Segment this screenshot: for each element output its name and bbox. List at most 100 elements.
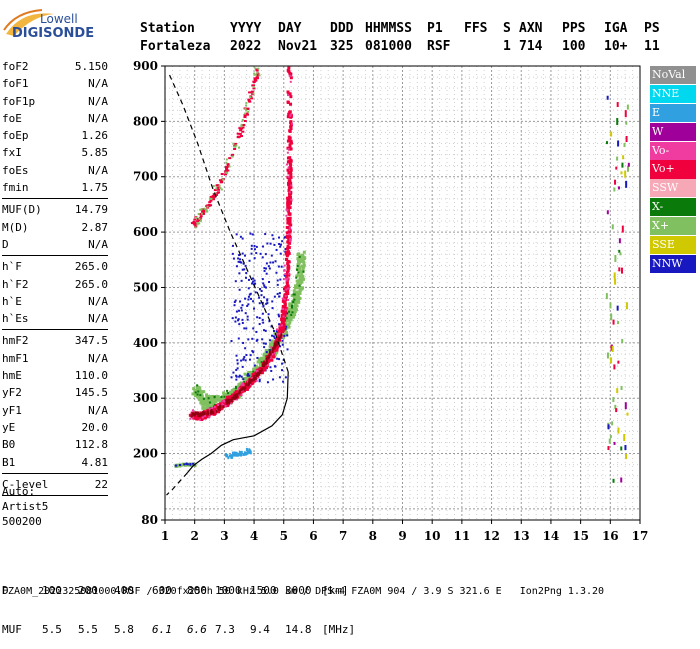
parameter-name: h`Es [2, 312, 29, 326]
header-value: RSF [427, 39, 451, 54]
echo-x-minus [293, 298, 296, 301]
echo-x-plus [230, 389, 234, 393]
echo-e-region-blue [179, 463, 182, 466]
parameter-separator [2, 329, 108, 331]
echo-vo-plus [284, 285, 288, 289]
echo-oblique [618, 249, 621, 253]
echo-second-hop-x [194, 216, 197, 219]
echo-second-hop [220, 173, 224, 176]
echo-second-hop-x [199, 219, 202, 222]
echo-oblique [621, 338, 624, 343]
echo-vo-minus [286, 151, 289, 154]
parameter-name: h`E [2, 294, 22, 308]
echo-nnw [267, 265, 270, 268]
parameter-value: 20.0 [81, 420, 109, 434]
echo-vo-plus [288, 178, 292, 182]
echo-vo-plus [270, 358, 274, 362]
echo-x-plus [296, 273, 300, 277]
echo-e-region-2 [249, 451, 252, 455]
echo-x-minus [269, 348, 272, 351]
echo-x-plus [298, 277, 302, 281]
echo-nnw [283, 274, 286, 277]
echo-vo-minus [286, 163, 289, 166]
echo-nnw [251, 233, 254, 236]
echo-vo-core [232, 396, 235, 400]
echo-vo-plus [206, 415, 210, 419]
echo-x-plus [289, 311, 293, 315]
echo-second-hop [207, 203, 211, 206]
echo-second-hop-x [244, 107, 247, 110]
echo-vo-minus [282, 308, 285, 311]
echo-vo-plus [287, 246, 291, 250]
echo-x-plus [262, 357, 266, 361]
echo-vo-core [217, 406, 220, 410]
echo-vo-plus [287, 138, 291, 142]
echo-second-hop [202, 212, 206, 215]
x-tick-label: 12 [483, 529, 500, 543]
echo-x-plus [301, 258, 305, 262]
parameter-value: 145.5 [74, 386, 108, 400]
parameter-name: yF2 [2, 386, 22, 400]
echo-oblique [620, 446, 623, 451]
echo-oblique [605, 141, 608, 145]
echo-x-plus [292, 310, 296, 314]
echo-x-plus [288, 313, 292, 317]
header-value: 325 [330, 39, 354, 54]
parameter-name: B1 [2, 455, 16, 469]
echo-vo-minus [203, 414, 206, 417]
echo-x-plus [285, 331, 289, 335]
parameter-name: foEp [2, 129, 29, 143]
echo-vo-core [225, 400, 228, 404]
echo-second-hop [240, 127, 244, 130]
parameter-name: hmF1 [2, 351, 29, 365]
legend-entry-nne: NNE [650, 84, 696, 103]
echo-nnw [247, 298, 250, 301]
echo-x-plus [200, 390, 204, 394]
echo-nnw [274, 260, 277, 263]
echo-nnw [273, 243, 276, 246]
echo-second-hop [228, 157, 232, 160]
echo-nnw [242, 341, 245, 344]
echo-second-hop-x [200, 208, 203, 211]
echo-x-plus [192, 387, 196, 391]
echo-second-hop [252, 80, 256, 83]
echo-vo-core [278, 336, 281, 340]
echo-second-hop-x [245, 101, 248, 104]
echo-oblique [609, 302, 612, 309]
echo-x-plus [298, 296, 302, 300]
echo-vo-core [218, 407, 221, 411]
parameter-name: hmE [2, 369, 22, 383]
echo-nnw [241, 268, 244, 271]
echo-vo-core [269, 350, 272, 354]
echo-vo-plus [284, 252, 288, 256]
echo-e-region-blue [183, 463, 186, 466]
echo-x-plus [232, 388, 236, 392]
echo-nnw [250, 297, 253, 300]
echo-second-hop-x [204, 210, 207, 213]
echo-nnw [235, 374, 238, 377]
echo-vo-minus [266, 364, 269, 367]
echo-x-plus [202, 390, 206, 394]
echo-vo-minus [241, 382, 244, 385]
echo-nnw [240, 306, 243, 309]
echo-nnw [260, 290, 263, 293]
echo-x-plus [297, 300, 301, 304]
parameter-separator [2, 198, 108, 200]
echo-second-hop-x [241, 118, 244, 121]
echo-nnw [243, 355, 246, 358]
echo-x-minus [234, 385, 237, 388]
echo-nnw [281, 343, 284, 346]
x-tick-label: 6 [309, 529, 317, 543]
echo-vo-minus [290, 184, 293, 187]
echo-vo-core [271, 349, 274, 353]
echo-vo-plus [286, 284, 290, 288]
echo-vo-minus [250, 377, 253, 380]
echo-second-hop-x [219, 187, 222, 190]
echo-vo-core [232, 394, 235, 398]
echo-nnw [286, 348, 289, 351]
echo-nnw [252, 327, 255, 330]
echo-x-plus [295, 304, 299, 308]
echo-nnw [253, 307, 256, 310]
parameter-value: N/A [88, 312, 108, 326]
echo-vo-minus [276, 328, 279, 331]
